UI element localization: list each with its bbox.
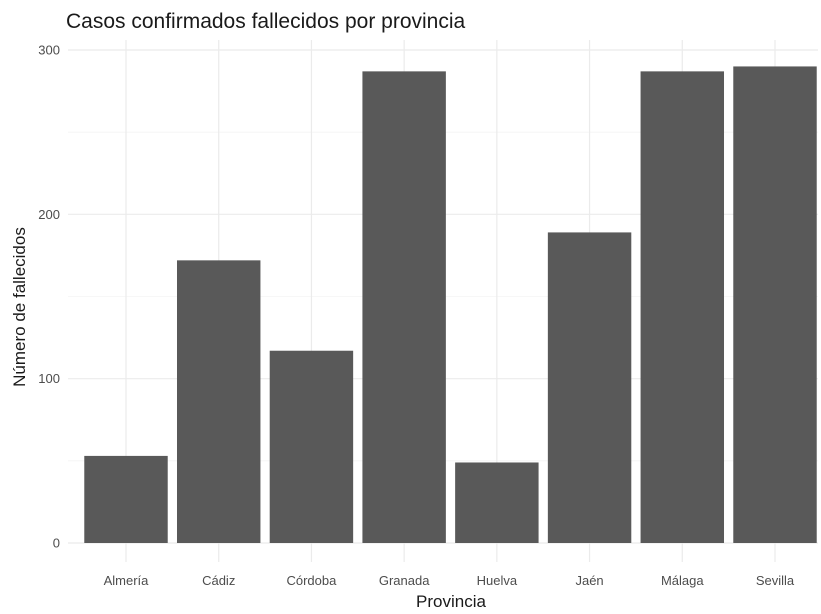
- bar: [84, 455, 168, 543]
- x-tick-label: Málaga: [661, 573, 704, 588]
- bar: [733, 66, 817, 543]
- x-tick-label: Granada: [379, 573, 430, 588]
- y-axis-title: Número de fallecidos: [10, 227, 29, 387]
- x-tick-label: Córdoba: [286, 573, 337, 588]
- bars: [84, 66, 817, 543]
- x-axis-ticks: Almería Cádiz Córdoba Granada Huelva Jaén Mála…: [104, 573, 795, 588]
- x-tick-label: Jaén: [575, 573, 603, 588]
- y-tick-label: 100: [38, 371, 60, 386]
- bar: [176, 260, 261, 543]
- y-axis-ticks: 0 100 200 300: [38, 43, 60, 551]
- bar: [547, 232, 632, 543]
- y-tick-label: 300: [38, 43, 60, 58]
- x-tick-label: Almería: [104, 573, 150, 588]
- x-axis-title: Provincia: [416, 592, 486, 611]
- bar: [362, 71, 446, 543]
- x-tick-label: Sevilla: [756, 573, 795, 588]
- x-tick-label: Cádiz: [202, 573, 235, 588]
- bar: [269, 350, 354, 543]
- chart-title: Casos confirmados fallecidos por provinc…: [66, 10, 466, 33]
- y-tick-label: 0: [53, 536, 60, 551]
- y-tick-label: 200: [38, 207, 60, 222]
- x-tick-label: Huelva: [477, 573, 518, 588]
- bar: [640, 71, 725, 543]
- bar: [455, 462, 539, 543]
